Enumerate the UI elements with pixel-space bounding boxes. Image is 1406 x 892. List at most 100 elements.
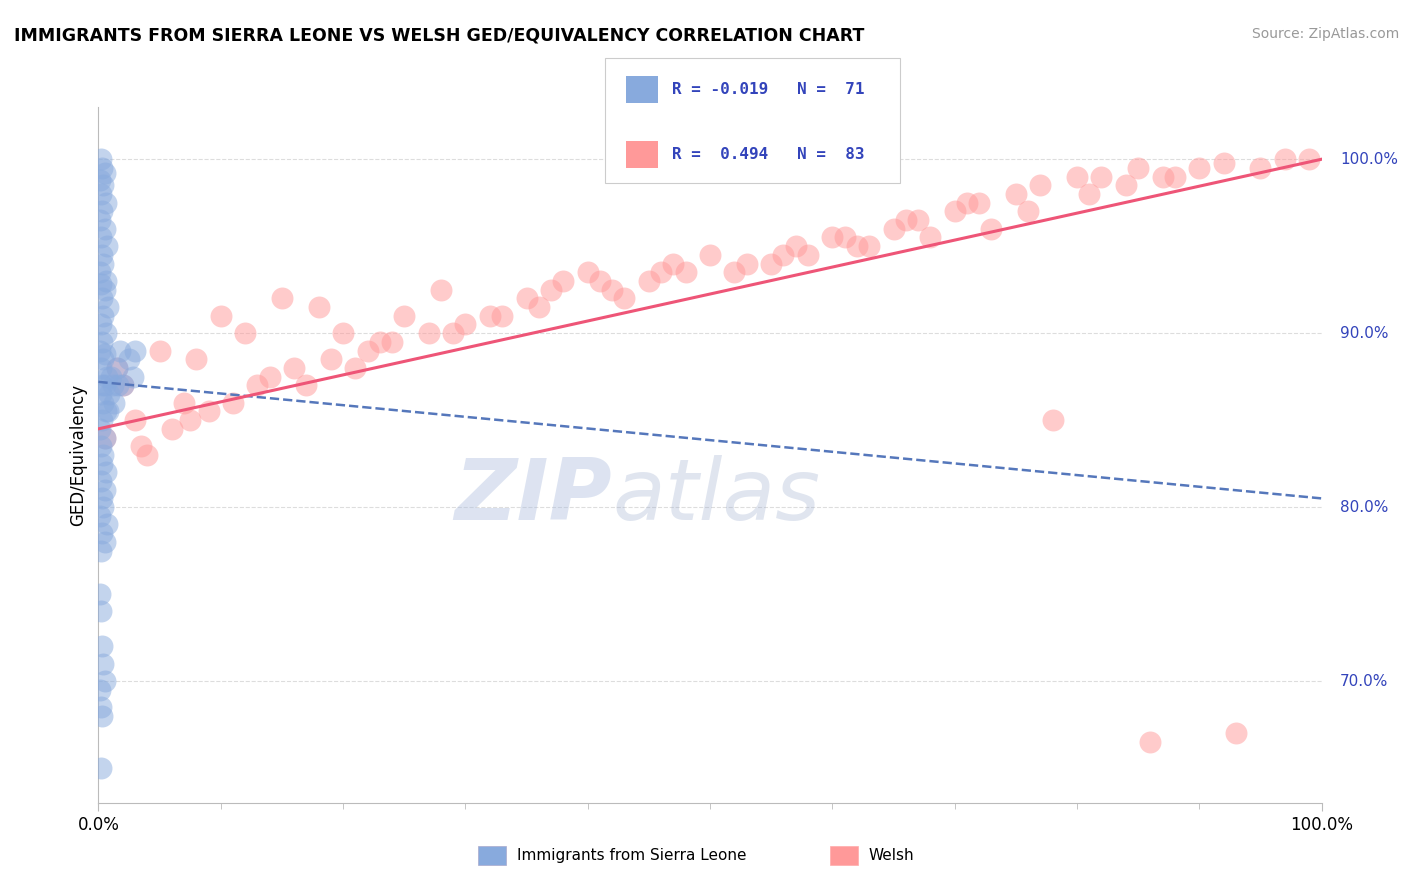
Point — [97, 300, 120, 314]
Point — [589, 274, 612, 288]
Point — [93, 673, 115, 688]
Point — [94, 195, 117, 210]
Point — [110, 343, 132, 358]
Point — [90, 439, 112, 453]
Point — [91, 291, 114, 305]
Point — [332, 326, 354, 340]
Point — [94, 274, 117, 288]
Text: 100.0%: 100.0% — [1340, 152, 1398, 167]
Point — [344, 360, 367, 375]
Point — [89, 508, 111, 523]
Point — [834, 230, 856, 244]
Point — [93, 283, 115, 297]
Text: Source: ZipAtlas.com: Source: ZipAtlas.com — [1251, 27, 1399, 41]
Point — [91, 178, 114, 193]
Text: R = -0.019   N =  71: R = -0.019 N = 71 — [672, 82, 865, 96]
Point — [197, 404, 219, 418]
Point — [89, 682, 111, 697]
Point — [91, 491, 114, 506]
Point — [93, 430, 115, 444]
Point — [90, 187, 112, 202]
Point — [259, 369, 281, 384]
Point — [1225, 726, 1247, 740]
Point — [93, 483, 115, 497]
Point — [418, 326, 440, 340]
Point — [576, 265, 599, 279]
Point — [91, 526, 114, 541]
Point — [136, 448, 159, 462]
Point — [179, 413, 201, 427]
Point — [173, 395, 195, 409]
Point — [613, 291, 636, 305]
Point — [186, 352, 208, 367]
Point — [90, 387, 112, 401]
Point — [319, 352, 342, 367]
Point — [883, 222, 905, 236]
Point — [97, 404, 120, 418]
Point — [1042, 413, 1064, 427]
Point — [1029, 178, 1052, 193]
Point — [90, 474, 112, 488]
Point — [91, 161, 114, 175]
Point — [441, 326, 464, 340]
Point — [91, 256, 114, 270]
Point — [1188, 161, 1211, 175]
Point — [894, 213, 917, 227]
Point — [392, 309, 416, 323]
Point — [89, 213, 111, 227]
Point — [101, 378, 124, 392]
Point — [1128, 161, 1150, 175]
Point — [845, 239, 868, 253]
Point — [430, 283, 453, 297]
Point — [246, 378, 269, 392]
Point — [124, 343, 146, 358]
Point — [1078, 187, 1101, 202]
Point — [89, 422, 111, 436]
Point — [91, 204, 114, 219]
Text: 80.0%: 80.0% — [1340, 500, 1388, 515]
Point — [90, 700, 112, 714]
Point — [1298, 152, 1320, 166]
Point — [96, 239, 118, 253]
Point — [91, 708, 114, 723]
Point — [124, 413, 146, 427]
Point — [89, 265, 111, 279]
Point — [478, 309, 501, 323]
Point — [94, 326, 117, 340]
Point — [93, 166, 115, 180]
Point — [105, 360, 128, 375]
Point — [89, 343, 111, 358]
Point — [100, 369, 122, 384]
Point — [90, 604, 112, 618]
Point — [111, 378, 134, 392]
Point — [1066, 169, 1088, 184]
Point — [103, 395, 125, 409]
Point — [699, 248, 721, 262]
Point — [93, 534, 115, 549]
Point — [368, 334, 391, 349]
Point — [105, 360, 128, 375]
Point — [91, 352, 114, 367]
Point — [1090, 169, 1112, 184]
Text: ZIP: ZIP — [454, 455, 612, 538]
Point — [797, 248, 820, 262]
Point — [1250, 161, 1272, 175]
Point — [735, 256, 758, 270]
Point — [93, 430, 115, 444]
Point — [270, 291, 294, 305]
Point — [233, 326, 256, 340]
Point — [295, 378, 318, 392]
Point — [90, 761, 112, 775]
Point — [1017, 204, 1039, 219]
Point — [956, 195, 979, 210]
Text: 70.0%: 70.0% — [1340, 673, 1388, 689]
Point — [96, 517, 118, 532]
Point — [1164, 169, 1187, 184]
Point — [943, 204, 966, 219]
Point — [772, 248, 794, 262]
Point — [283, 360, 305, 375]
Point — [761, 256, 783, 270]
Point — [94, 465, 117, 479]
Text: atlas: atlas — [612, 455, 820, 538]
Point — [90, 318, 112, 332]
